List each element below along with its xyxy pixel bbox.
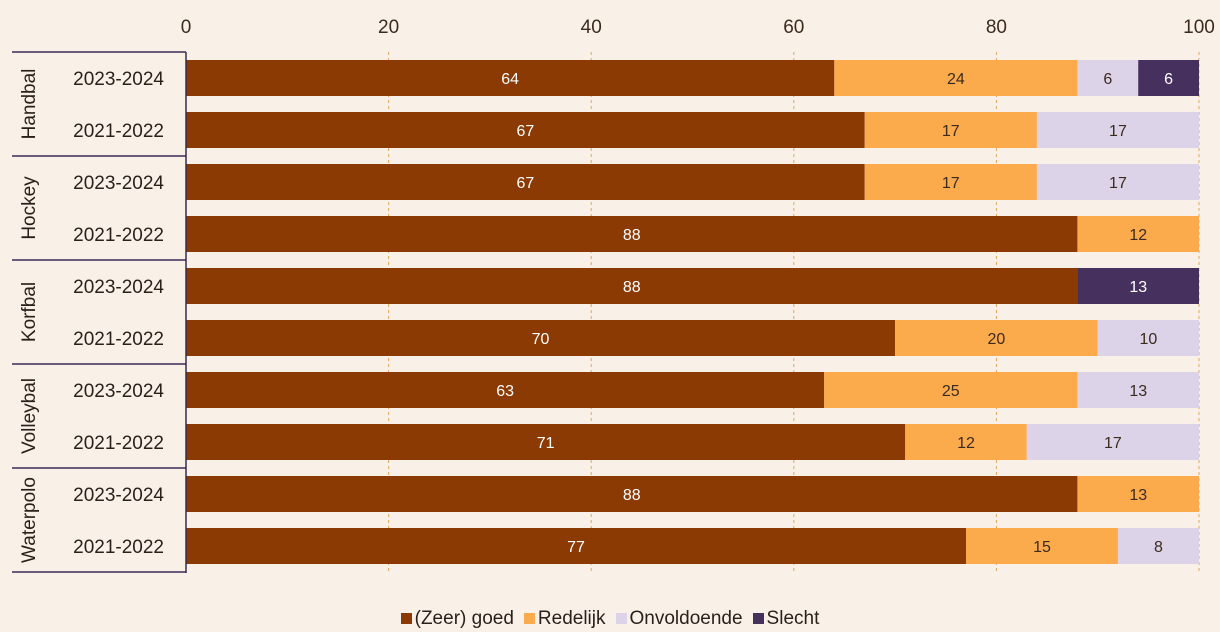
bar-segment: [1026, 424, 1199, 460]
bar-segment: [1077, 60, 1139, 96]
bar-segment: [905, 424, 1027, 460]
group-label: Hockey: [19, 176, 40, 240]
legend-label: Redelijk: [537, 608, 606, 629]
bar-segment: [864, 112, 1037, 148]
legend-swatch: [400, 613, 412, 624]
legend-item: Redelijk: [523, 608, 606, 630]
row-label: 2021-2022: [73, 433, 164, 454]
bar-segment: [186, 164, 865, 200]
bar-segment: [966, 528, 1118, 564]
legend-item: Slecht: [752, 608, 820, 630]
bar-segment: [1117, 528, 1199, 564]
data-label: 17: [1109, 123, 1127, 140]
x-tick-label: 100: [1183, 17, 1215, 38]
legend-swatch: [752, 613, 764, 624]
data-label: 20: [988, 331, 1006, 348]
data-label: 12: [957, 435, 975, 452]
legend: (Zeer) goed Redelijk Onvoldoende Slecht: [0, 608, 1220, 630]
chart: 0 20 40 60 80 100 64 24 6 6 2023-2024 67 17 17 2021-20…: [12, 17, 1215, 573]
bar-segment: [186, 424, 906, 460]
row-label: 2021-2022: [73, 121, 164, 142]
bar-segment: [1077, 476, 1199, 512]
data-label: 88: [623, 487, 641, 504]
bar-segment: [1077, 216, 1199, 252]
legend-label: Slecht: [766, 608, 820, 629]
legend-swatch: [615, 613, 627, 624]
group-label: Volleybal: [19, 378, 40, 454]
legend-swatch: [523, 613, 535, 624]
bar-segment: [186, 528, 967, 564]
bar-segment: [186, 320, 896, 356]
data-label: 67: [516, 175, 534, 192]
bar-segment: [1138, 60, 1199, 96]
bar-segment: [834, 60, 1078, 96]
data-label: 17: [1104, 435, 1122, 452]
data-label: 63: [496, 383, 514, 400]
bar-segment: [1077, 372, 1199, 408]
data-label: 13: [1129, 279, 1147, 296]
data-label: 15: [1033, 539, 1051, 556]
bar-segment: [186, 216, 1078, 252]
data-label: 13: [1129, 383, 1147, 400]
data-label: 25: [942, 383, 960, 400]
group-label: Korfbal: [19, 282, 40, 342]
data-label: 70: [532, 331, 550, 348]
x-tick-label: 0: [181, 17, 192, 38]
data-label: 10: [1139, 331, 1157, 348]
data-label: 88: [623, 227, 641, 244]
bar-segment: [186, 112, 865, 148]
data-label: 6: [1103, 71, 1112, 88]
bar-segment: [1036, 164, 1199, 200]
data-label: 24: [947, 71, 965, 88]
data-label: 88: [623, 279, 641, 296]
row-label: 2021-2022: [73, 329, 164, 350]
legend-label: Onvoldoende: [629, 608, 743, 629]
x-tick-label: 80: [986, 17, 1007, 38]
x-tick-label: 60: [783, 17, 804, 38]
data-label: 8: [1154, 539, 1163, 556]
bar-segment: [1097, 320, 1199, 356]
row-label: 2023-2024: [73, 277, 164, 298]
row-label: 2023-2024: [73, 485, 164, 506]
row-label: 2023-2024: [73, 69, 164, 90]
group-label: Handbal: [19, 69, 40, 140]
x-tick-label: 40: [581, 17, 602, 38]
data-label: 17: [1109, 175, 1127, 192]
data-label: 77: [567, 539, 585, 556]
bar-segment: [1036, 112, 1199, 148]
row-label: 2021-2022: [73, 225, 164, 246]
bar-segment: [824, 372, 1078, 408]
bar-segment: [864, 164, 1037, 200]
data-label: 12: [1129, 227, 1147, 244]
data-label: 71: [537, 435, 555, 452]
legend-item: Onvoldoende: [615, 608, 743, 630]
bar-segment: [1077, 268, 1199, 304]
bar-segment: [186, 268, 1078, 304]
data-label: 17: [942, 175, 960, 192]
x-tick-label: 20: [378, 17, 399, 38]
bar-segment: [186, 372, 825, 408]
row-label: 2023-2024: [73, 173, 164, 194]
legend-label: (Zeer) goed: [414, 608, 514, 629]
data-label: 67: [516, 123, 534, 140]
data-label: 17: [942, 123, 960, 140]
bar-segment: [895, 320, 1098, 356]
row-label: 2023-2024: [73, 381, 164, 402]
data-label: 64: [501, 71, 519, 88]
data-label: 13: [1129, 487, 1147, 504]
data-label: 6: [1164, 71, 1173, 88]
row-label: 2021-2022: [73, 537, 164, 558]
bar-segment: [186, 60, 835, 96]
bar-segment: [186, 476, 1078, 512]
group-label: Waterpolo: [19, 477, 40, 563]
legend-item: (Zeer) goed: [400, 608, 514, 630]
